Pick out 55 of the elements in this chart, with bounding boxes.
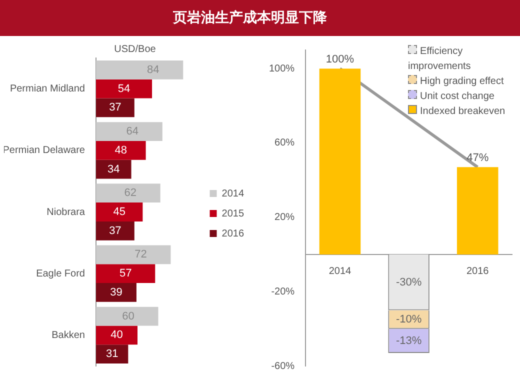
data-label: 40 (110, 329, 123, 342)
data-label: -30% (396, 276, 422, 288)
data-label: 47% (466, 152, 489, 164)
bar (96, 98, 134, 118)
y-tick-label: 20% (274, 212, 295, 224)
data-label: 45 (113, 206, 126, 218)
bar (96, 326, 138, 345)
data-label: 54 (118, 82, 130, 95)
bar (96, 245, 171, 264)
bar (96, 160, 132, 179)
data-label: 37 (109, 102, 122, 114)
data-label: 31 (106, 348, 118, 360)
legend-label: High grading effect (419, 75, 505, 89)
data-label: 34 (108, 163, 120, 176)
bar (96, 202, 143, 222)
bar (96, 79, 152, 98)
data-label: -10% (396, 314, 422, 326)
bar (96, 184, 160, 203)
bar (96, 264, 156, 284)
data-label: 57 (119, 268, 132, 280)
y-tick-label: -20% (271, 286, 295, 298)
data-label: 100% (326, 54, 354, 66)
bar (319, 68, 361, 254)
data-label: 48 (114, 144, 128, 156)
y-tick-label: Bakken (52, 330, 85, 341)
y-tick-label: -60% (271, 360, 295, 372)
data-label: 37 (109, 224, 122, 237)
data-label: 60 (122, 310, 134, 322)
bar (96, 283, 136, 302)
data-label: 72 (134, 248, 147, 261)
data-label: -13% (396, 334, 422, 347)
bar (96, 344, 128, 364)
legend-label: Efficiency improvements (408, 45, 472, 74)
data-label: 64 (126, 126, 139, 138)
bar (96, 306, 158, 326)
y-tick-label: Niobrara (46, 206, 86, 218)
legend-label: 2015 (222, 208, 244, 220)
y-tick-label: Eagle Ford (36, 268, 85, 280)
legend-label: 2014 (222, 188, 244, 200)
bar (96, 122, 162, 141)
text: 页岩油生产成本明显下降 (172, 9, 328, 28)
y-tick-label: 60% (274, 138, 295, 149)
data-label: 39 (110, 286, 122, 299)
bar (96, 60, 184, 80)
legend-label: Indexed breakeven (419, 105, 506, 119)
y-tick-label: 100% (269, 63, 295, 74)
bar (456, 167, 498, 254)
data-label: 62 (124, 187, 136, 200)
chart-subtitle: USD/Boe (113, 44, 157, 55)
legend-label: Unit cost change (419, 90, 496, 104)
legend-label: 2016 (222, 228, 244, 240)
y-tick-label: Permian Midland (10, 84, 85, 95)
data-label: 84 (147, 64, 160, 76)
bar (96, 140, 146, 160)
bar (96, 221, 134, 240)
